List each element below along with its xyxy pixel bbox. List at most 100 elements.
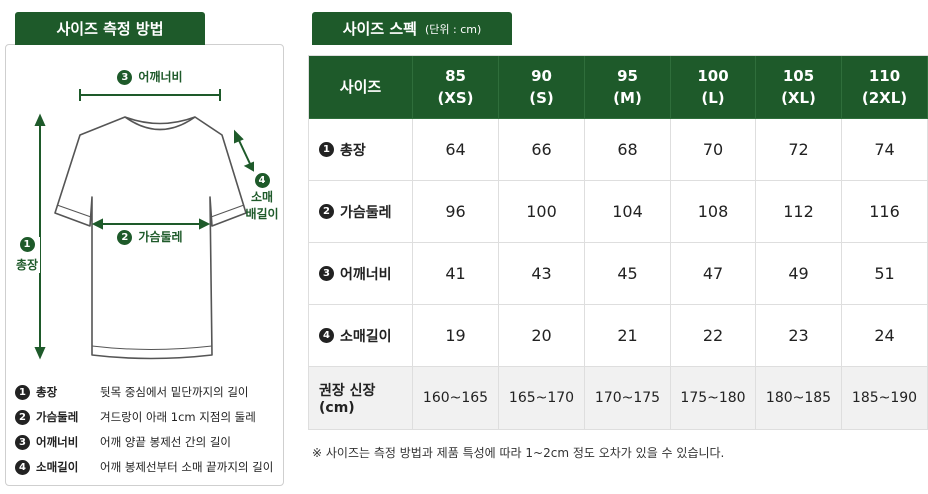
value-cell: 185~190 — [842, 367, 928, 430]
shoulder-label: 3 어깨너비 — [100, 68, 200, 85]
value-cell: 22 — [671, 305, 756, 367]
label: 가슴둘레 — [138, 230, 183, 244]
value: 66 — [531, 140, 552, 159]
size-code: (S) — [529, 89, 554, 107]
value: 116 — [869, 202, 900, 221]
value: 112 — [783, 202, 814, 221]
value: 185~190 — [851, 390, 918, 406]
value: 104 — [612, 202, 643, 221]
circle-number: 4 — [254, 173, 270, 188]
row-label-cell: 4 소매길이 — [309, 305, 413, 367]
measure-title: 사이즈 측정 방법 — [15, 12, 205, 45]
circle-number: 2 — [319, 204, 334, 219]
size-number: 100 — [697, 67, 729, 85]
tshirt-diagram — [34, 89, 254, 360]
circle-number: 4 — [319, 328, 334, 343]
value: 24 — [874, 326, 895, 345]
value-cell: 41 — [413, 243, 499, 305]
size-number: 110 — [868, 67, 901, 85]
label: 배길이 — [245, 207, 279, 221]
row-label-cell: 3 어깨너비 — [309, 243, 413, 305]
circle-number: 1 — [19, 237, 35, 252]
legend-row: 1 총장 뒷목 중심에서 밑단까지의 길이 — [15, 381, 283, 403]
circle-number: 1 — [319, 142, 334, 157]
size-number: 85 — [445, 67, 466, 85]
legend-desc: 뒷목 중심에서 밑단까지의 길이 — [100, 385, 249, 399]
value-cell: 74 — [842, 119, 928, 181]
value-cell: 49 — [756, 243, 842, 305]
footnote: ※ 사이즈는 측정 방법과 제품 특성에 따라 1~2cm 정도 오차가 있을 … — [312, 446, 725, 460]
row-label: 가슴둘레 — [340, 204, 392, 221]
value-cell: 116 — [842, 181, 928, 243]
value: 20 — [531, 326, 552, 345]
value: 160~165 — [422, 390, 489, 406]
row-label: 권장 신장 (cm) — [319, 383, 376, 416]
chest-label: 2 가슴둘레 — [100, 228, 200, 245]
tshirt-seams — [56, 204, 245, 350]
size-number: 105 — [782, 67, 815, 85]
label: 총장 — [15, 258, 39, 272]
value: 21 — [617, 326, 638, 345]
value: 72 — [788, 140, 809, 159]
value: 47 — [702, 264, 724, 283]
spec-table: 사이즈 85 (XS) 90 (S) 95 (M) 100 (L) 105 (XL) 110 (2XL)… — [308, 55, 928, 430]
value-cell: 24 — [842, 305, 928, 367]
circle-number: 3 — [117, 70, 133, 85]
value-cell: 170~175 — [585, 367, 671, 430]
tshirt-outline — [54, 116, 247, 360]
value-cell: 19 — [413, 305, 499, 367]
value-cell: 72 — [756, 119, 842, 181]
length-arrow-heads — [34, 113, 46, 360]
value: 165~170 — [508, 390, 575, 406]
value-cell: 112 — [756, 181, 842, 243]
header-cell: 95 (M) — [585, 56, 671, 119]
value-cell: 23 — [756, 305, 842, 367]
row-label-cell: 권장 신장 (cm) — [309, 367, 413, 430]
value-cell: 21 — [585, 305, 671, 367]
legend-desc: 어깨 양끝 봉제선 간의 길이 — [100, 435, 232, 449]
circle-number: 4 — [15, 459, 30, 475]
legend: 1 총장 뒷목 중심에서 밑단까지의 길이 2 가슴둘레 겨드랑이 아래 1cm 지점의 … — [15, 381, 283, 481]
row-label-cell: 1 총장 — [309, 119, 413, 181]
measure-title-text: 사이즈 측정 방법 — [56, 20, 164, 38]
value-cell: 180~185 — [756, 367, 842, 430]
legend-name: 어깨너비 — [36, 435, 79, 449]
value-cell: 66 — [499, 119, 585, 181]
size-number: 95 — [617, 67, 638, 85]
legend-row: 3 어깨너비 어깨 양끝 봉제선 간의 길이 — [15, 431, 283, 453]
size-code: (XL) — [781, 89, 816, 107]
value-cell: 68 — [585, 119, 671, 181]
size-code: (XS) — [437, 89, 474, 107]
value: 96 — [445, 202, 466, 221]
value: 41 — [445, 264, 466, 283]
length-label: 1 총장 — [14, 237, 40, 273]
value: 23 — [788, 326, 809, 345]
value: 170~175 — [594, 390, 661, 406]
header-cell: 90 (S) — [499, 56, 585, 119]
legend-name: 소매길이 — [36, 460, 79, 474]
value-cell: 70 — [671, 119, 756, 181]
legend-row: 4 소매길이 어깨 봉제선부터 소매 끝까지의 길이 — [15, 456, 283, 478]
size-code: (M) — [613, 89, 642, 107]
value-cell: 108 — [671, 181, 756, 243]
value-cell: 64 — [413, 119, 499, 181]
sleeve-label: 4 소매 배길이 — [240, 172, 284, 223]
spec-title: 사이즈 스펙 (단위 : cm) — [312, 12, 512, 45]
legend-name: 총장 — [36, 385, 58, 399]
value: 100 — [526, 202, 557, 221]
value: 74 — [874, 140, 895, 159]
circle-number: 2 — [15, 409, 30, 425]
row-label: 소매길이 — [340, 328, 392, 345]
value: 108 — [697, 202, 729, 221]
value-cell: 104 — [585, 181, 671, 243]
value-cell: 47 — [671, 243, 756, 305]
value-cell: 175~180 — [671, 367, 756, 430]
size-number: 90 — [531, 67, 552, 85]
spec-title-text: 사이즈 스펙 — [342, 20, 417, 38]
row-label: 총장 — [340, 142, 366, 159]
value-cell: 45 — [585, 243, 671, 305]
value: 19 — [445, 326, 466, 345]
circle-number: 3 — [15, 434, 30, 450]
value: 175~180 — [680, 390, 746, 406]
